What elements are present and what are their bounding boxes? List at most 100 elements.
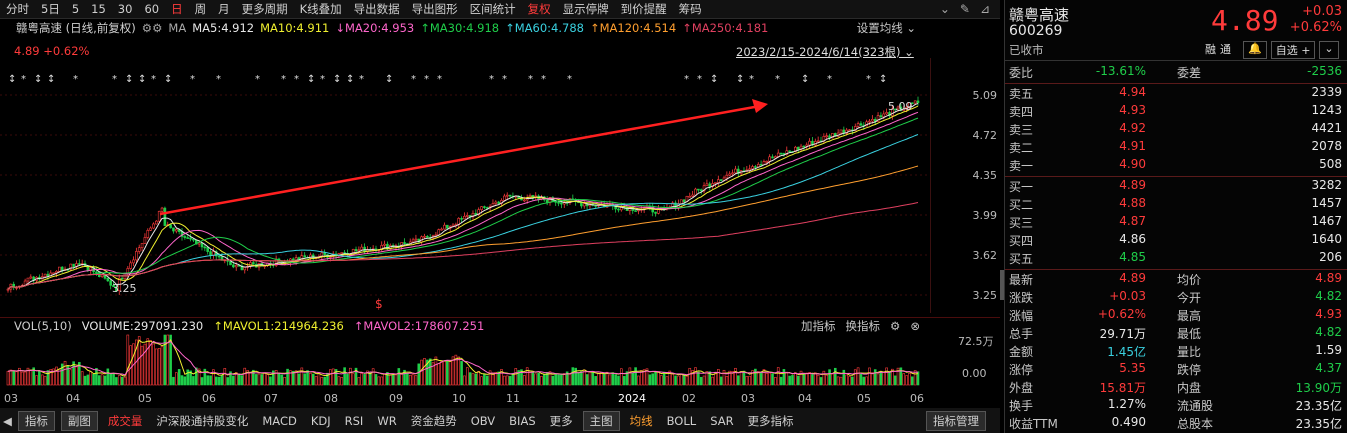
chart-title: 赣粤高速 (日线,前复权) xyxy=(16,21,136,35)
tab-more-indicators[interactable]: 更多指标 xyxy=(747,413,794,428)
volume-bar xyxy=(349,367,352,386)
tab-macd[interactable]: MACD xyxy=(262,413,297,428)
ma-label[interactable]: MA xyxy=(168,21,187,35)
tab-obv[interactable]: OBV xyxy=(470,413,496,428)
tab-bias[interactable]: BIAS xyxy=(509,413,536,428)
tab-volume[interactable]: 成交量 xyxy=(107,413,143,428)
tab-wr[interactable]: WR xyxy=(377,413,397,428)
range-stats-button[interactable]: 区间统计 xyxy=(469,2,516,16)
row-value: 1.27% xyxy=(1107,397,1146,411)
kline-overlay-menu[interactable]: K线叠加 xyxy=(299,2,342,16)
tab-30min[interactable]: 30 xyxy=(117,2,133,16)
volume-bar xyxy=(303,373,306,386)
ma-legend: 赣粤高速 (日线,前复权) ⚙⚙ MA MA5:4.912 MA10:4.911… xyxy=(0,20,1000,36)
volume-bar xyxy=(916,371,920,386)
trend-arrow-head xyxy=(752,99,768,113)
tab-week[interactable]: 周 xyxy=(194,2,207,16)
volume-bar xyxy=(771,373,774,386)
volume-bar xyxy=(92,374,95,386)
add-indicator-button[interactable]: 加指标 xyxy=(801,319,836,333)
row-value: -13.61% xyxy=(1095,64,1146,78)
watchlist-button[interactable]: 自选 + xyxy=(1270,41,1316,59)
volume-bar xyxy=(75,366,78,386)
ma-settings-button[interactable]: 设置均线 ⌄ xyxy=(856,21,916,35)
candle-body xyxy=(697,188,700,191)
candle-body xyxy=(206,247,209,252)
tab-fund-trend[interactable]: 资金趋势 xyxy=(410,413,457,428)
pin-icon[interactable]: ⊿ xyxy=(979,2,990,16)
row-label: 委差 xyxy=(1177,66,1202,80)
kline-chart[interactable]: ↕ * ↕ ↕ * * ↕ ↕ * ↕ * * * * * ↕ * ↕ ↕ * ↕ * * * * * * * * * * ↕ ↕ * * ↕ * * ↕ … xyxy=(0,58,1000,313)
change-indicator-button[interactable]: 换指标 xyxy=(845,319,881,333)
tab-sar[interactable]: SAR xyxy=(710,413,734,428)
show-suspend-button[interactable]: 显示停牌 xyxy=(562,2,609,16)
bottom-left-arrow[interactable]: ◀ xyxy=(3,413,12,428)
volume-bar xyxy=(645,368,649,386)
row-value: 15.81万 xyxy=(1099,381,1146,395)
gear-icon[interactable]: ⚙⚙ xyxy=(141,21,163,35)
candle-body xyxy=(754,166,757,168)
close-icon[interactable]: ⊗ xyxy=(910,319,920,333)
tab-month[interactable]: 月 xyxy=(218,2,230,16)
volume-bar xyxy=(739,371,743,386)
row-value: 13.90万 xyxy=(1295,381,1342,395)
candle-body xyxy=(771,156,774,159)
mainchart-tab[interactable]: 主图 xyxy=(582,410,620,431)
tab-ma[interactable]: 均线 xyxy=(629,413,653,428)
volume-bar xyxy=(117,375,121,386)
event-marker: * xyxy=(112,74,117,85)
tab-15min[interactable]: 15 xyxy=(91,2,106,16)
price-alert-button[interactable]: 到价提醒 xyxy=(620,2,667,16)
pen-icon[interactable]: ✎ xyxy=(959,2,970,16)
tab-5min[interactable]: 5 xyxy=(71,2,80,16)
chevron-down-icon[interactable]: ⌄ xyxy=(1319,41,1339,59)
tab-60min[interactable]: 60 xyxy=(144,2,160,16)
volume-bar xyxy=(808,372,811,386)
chart-scrollbar[interactable] xyxy=(1000,270,1004,300)
tab-boll[interactable]: BOLL xyxy=(666,413,697,428)
chevron-down-icon[interactable]: ⌄ xyxy=(939,2,950,16)
subchart-tab[interactable]: 副图 xyxy=(60,410,98,431)
tab-more[interactable]: 更多 xyxy=(549,413,573,428)
vol-label[interactable]: VOL(5,10) xyxy=(14,319,72,333)
indicator-tab[interactable]: 指标 xyxy=(17,410,55,431)
more-periods-menu[interactable]: 更多周期 xyxy=(241,2,288,16)
volume-bar xyxy=(688,367,692,386)
candle-body xyxy=(634,210,637,212)
candle-body xyxy=(72,263,75,267)
volume-bar xyxy=(725,376,729,386)
candle-body xyxy=(460,218,463,220)
gear-icon[interactable]: ⚙ xyxy=(890,319,901,333)
export-data-button[interactable]: 导出数据 xyxy=(353,2,400,16)
tab-day[interactable]: 日 xyxy=(171,2,183,16)
tab-5day[interactable]: 5日 xyxy=(41,2,60,16)
tab-fenshi[interactable]: 分时 xyxy=(6,2,29,16)
market-status: 已收市 xyxy=(1009,43,1044,57)
adjust-menu[interactable]: 复权 xyxy=(527,2,551,16)
candle-body xyxy=(12,283,16,288)
candle-body xyxy=(55,271,58,274)
indicator-manage-button[interactable]: 指标管理 xyxy=(926,410,986,431)
volume-bar xyxy=(591,372,595,386)
volume-bar xyxy=(326,372,329,386)
volume-bar xyxy=(537,373,540,386)
tab-kdj[interactable]: KDJ xyxy=(310,413,331,428)
volume-bar xyxy=(642,369,646,386)
row-value: 4.92 xyxy=(1119,121,1146,135)
volume-bar xyxy=(505,375,509,386)
bell-icon[interactable]: 🔔 xyxy=(1243,41,1267,59)
range-label[interactable]: 2023/2/15-2024/6/14(323根) ⌄ xyxy=(736,45,914,59)
volume-bar xyxy=(722,369,726,386)
candle-body xyxy=(765,160,769,163)
volume-bar xyxy=(865,376,868,386)
volume-chart[interactable] xyxy=(0,333,930,388)
candle-body xyxy=(115,286,118,291)
y-tick: 3.25 xyxy=(972,289,998,302)
export-image-button[interactable]: 导出图形 xyxy=(411,2,458,16)
tab-hsgt[interactable]: 沪深股通持股变化 xyxy=(156,413,249,428)
quote-row: 总手 29.71万 最低 4.82 xyxy=(1005,325,1347,343)
volume-bar xyxy=(896,367,900,386)
volume-bar xyxy=(594,376,597,386)
chips-button[interactable]: 筹码 xyxy=(678,2,702,16)
tab-rsi[interactable]: RSI xyxy=(344,413,364,428)
